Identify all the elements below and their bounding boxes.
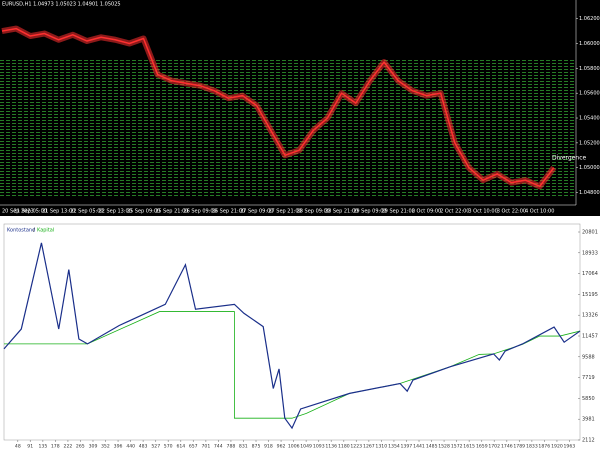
- x-tick-label: 1093: [313, 444, 325, 450]
- x-tick-label: 265: [76, 444, 85, 450]
- x-tick-label: 614: [176, 444, 185, 450]
- y-tick-label: 1.06200: [579, 16, 600, 22]
- x-tick-label: 1615: [463, 444, 475, 450]
- y-tick-label: 20801: [582, 230, 598, 236]
- x-tick-label: 25 Sep 21:00: [155, 209, 188, 215]
- x-tick-label: 22 Sep 13:00: [99, 209, 132, 215]
- x-tick-label: 962: [277, 444, 286, 450]
- x-tick-label: 875: [252, 444, 261, 450]
- legend-separator: /: [33, 228, 35, 234]
- legend-item: Kontostand: [7, 228, 35, 234]
- x-tick-label: 1833: [526, 444, 538, 450]
- order-levels: [0, 58, 576, 196]
- x-tick-label: 26 Sep 21:00: [212, 209, 245, 215]
- x-tick-label: 26 Sep 09:00: [183, 209, 216, 215]
- x-tick-label: 1963: [563, 444, 575, 450]
- x-tick-label: 28 Sep 21:00: [325, 209, 358, 215]
- equity-frame: [3, 223, 581, 441]
- x-tick-label: 29 Sep 09:00: [353, 209, 386, 215]
- x-tick-label: 91: [27, 444, 33, 450]
- y-tick-label: 11457: [582, 333, 598, 339]
- y-tick-label: 1.05800: [579, 66, 600, 72]
- x-tick-label: 440: [126, 444, 135, 450]
- x-tick-label: 788: [227, 444, 236, 450]
- y-tick-label: 17064: [582, 271, 598, 277]
- series-line: [3, 242, 581, 430]
- equity-panel: [0, 217, 600, 450]
- y-tick-label: 1.06000: [579, 41, 600, 47]
- y-tick-label: 1.04800: [579, 190, 600, 196]
- x-tick-label: 21 Sep 13:00: [42, 209, 75, 215]
- x-tick-label: 25 Sep 09:00: [127, 209, 160, 215]
- y-tick-label: 18933: [582, 250, 598, 256]
- x-tick-label: 1267: [363, 444, 375, 450]
- y-tick-label: 5850: [582, 396, 595, 402]
- x-tick-label: 657: [189, 444, 198, 450]
- x-tick-label: 21 Sep 05:00: [14, 209, 47, 215]
- x-tick-label: 352: [101, 444, 110, 450]
- y-tick-label: 1.05600: [579, 91, 600, 97]
- x-tick-label: 1223: [350, 444, 362, 450]
- x-tick-label: 1746: [501, 444, 513, 450]
- x-tick-label: 20 Sep 2023: [2, 209, 34, 215]
- x-tick-label: 483: [139, 444, 148, 450]
- x-tick-label: 178: [51, 444, 60, 450]
- x-tick-label: 1441: [413, 444, 425, 450]
- x-tick-label: 48: [15, 444, 21, 450]
- x-tick-label: 1049: [300, 444, 312, 450]
- x-tick-label: 3 Oct 22:00: [497, 209, 526, 215]
- y-tick-label: 1.05200: [579, 140, 600, 146]
- x-tick-label: 27 Sep 21:00: [268, 209, 301, 215]
- x-tick-label: 1485: [426, 444, 438, 450]
- x-tick-label: 222: [64, 444, 73, 450]
- symbol-title: EURUSD,H1 1.04973 1.05023 1.04901 1.0502…: [2, 2, 121, 8]
- x-tick-label: 1920: [551, 444, 563, 450]
- y-tick-label: 1.05000: [579, 165, 600, 171]
- x-tick-label: 22 Sep 05:00: [70, 209, 103, 215]
- x-tick-label: 309: [89, 444, 98, 450]
- x-tick-label: 1876: [538, 444, 550, 450]
- x-tick-label: 1006: [288, 444, 300, 450]
- x-tick-label: 28 Sep 09:00: [297, 209, 330, 215]
- y-tick-label: 13326: [582, 313, 598, 319]
- y-tick-label: 9588: [582, 354, 595, 360]
- x-tick-label: 1789: [513, 444, 525, 450]
- y-tick-label: 2112: [582, 438, 595, 444]
- x-tick-label: 831: [239, 444, 248, 450]
- price-line: [1, 27, 555, 188]
- x-tick-label: 1572: [451, 444, 463, 450]
- y-tick-label: 1.05400: [579, 116, 600, 122]
- x-tick-label: 3 Oct 10:00: [468, 209, 497, 215]
- x-tick-label: 1528: [438, 444, 450, 450]
- x-tick-label: 527: [151, 444, 160, 450]
- x-tick-label: 2 Oct 09:00: [412, 209, 441, 215]
- x-tick-label: 4 Oct 10:00: [525, 209, 554, 215]
- x-tick-label: 1702: [488, 444, 500, 450]
- x-tick-label: 1354: [388, 444, 400, 450]
- x-tick-label: 1136: [325, 444, 337, 450]
- x-tick-label: 1310: [375, 444, 387, 450]
- x-tick-label: 1180: [338, 444, 350, 450]
- x-tick-label: 29 Sep 21:00: [382, 209, 415, 215]
- x-tick-label: 744: [214, 444, 223, 450]
- y-tick-label: 3981: [582, 417, 595, 423]
- x-tick-label: 570: [164, 444, 173, 450]
- y-tick-label: 7719: [582, 375, 595, 381]
- x-tick-label: 135: [38, 444, 47, 450]
- y-tick-label: 15195: [582, 292, 598, 298]
- x-tick-label: 1659: [476, 444, 488, 450]
- x-tick-label: 2 Oct 22:00: [440, 209, 469, 215]
- x-tick-label: 701: [201, 444, 210, 450]
- annotation: Divergence: [552, 155, 586, 162]
- x-tick-label: 27 Sep 09:00: [240, 209, 273, 215]
- x-tick-label: 918: [264, 444, 273, 450]
- x-tick-label: 1397: [400, 444, 412, 450]
- x-tick-label: 396: [114, 444, 123, 450]
- legend-item: Kapital: [37, 228, 54, 234]
